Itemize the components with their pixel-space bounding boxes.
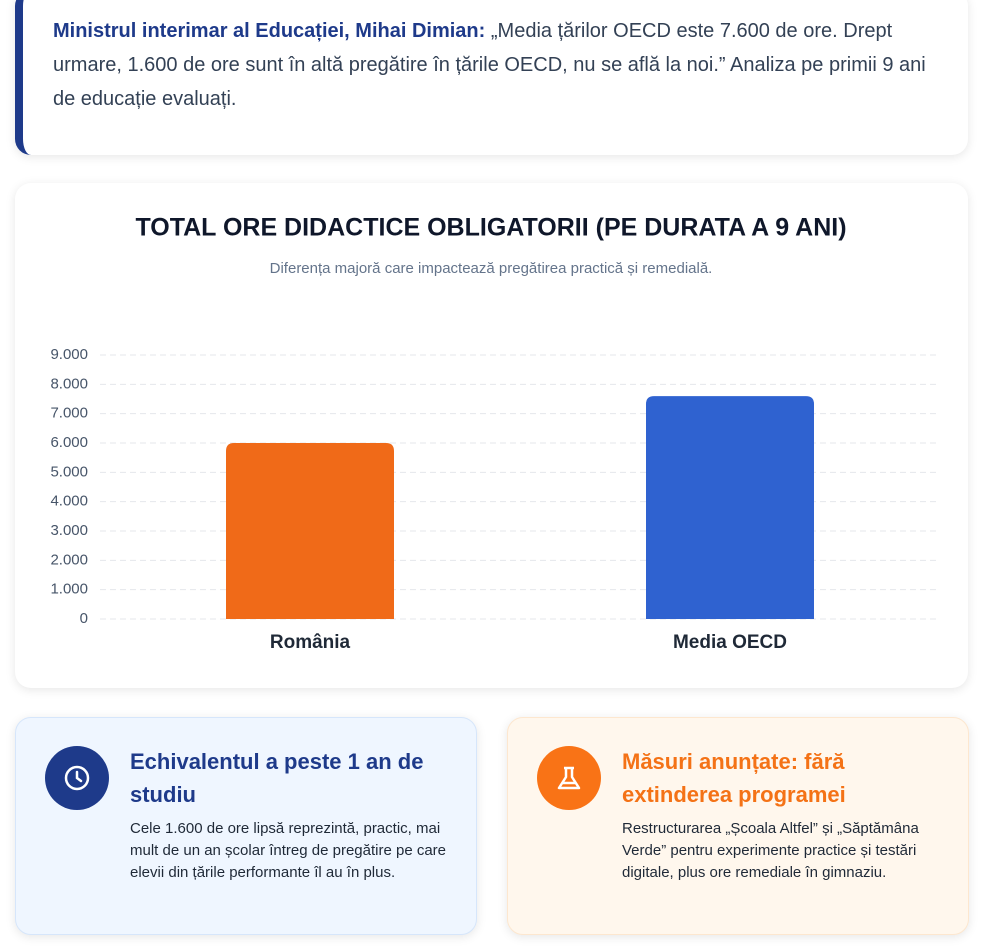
quote-text: „Media țărilor OECD este 7.600 de ore. D…	[53, 20, 926, 110]
chart: TOTAL ORE DIDACTICE OBLIGATORII (PE DURA…	[50, 214, 940, 653]
bar	[226, 443, 394, 619]
y-tick-label: 1.000	[50, 581, 88, 598]
y-tick-label: 3.000	[50, 522, 88, 539]
y-tick-label: 7.000	[50, 405, 88, 422]
x-tick-label: Media OECD	[673, 632, 787, 653]
y-tick-label: 6.000	[50, 434, 88, 451]
bar	[646, 396, 814, 619]
card-text: Cele 1.600 de ore lipsă reprezintă, prac…	[130, 820, 447, 881]
chart-subtitle: Diferența majoră care impactează pregăti…	[270, 260, 713, 277]
card-title: Măsuri anunțate: fără extinderea program…	[622, 749, 846, 807]
flask-icon	[537, 746, 601, 810]
clock-icon	[45, 746, 109, 810]
y-tick-label: 9.000	[50, 346, 88, 363]
card-title: Echivalentul a peste 1 an de studiu	[130, 749, 424, 807]
chart-title: TOTAL ORE DIDACTICE OBLIGATORII (PE DURA…	[135, 214, 846, 242]
info-card: Măsuri anunțate: fără extinderea program…	[507, 717, 969, 935]
y-tick-label: 8.000	[50, 375, 88, 392]
quote-card: Ministrul interimar al Educației, Mihai …	[15, 0, 968, 155]
x-tick-label: România	[270, 632, 351, 653]
info-card: Echivalentul a peste 1 an de studiu Cele…	[15, 717, 477, 935]
y-tick-label: 5.000	[50, 463, 88, 480]
card-text: Restructurarea „Școala Altfel” și „Săptă…	[622, 820, 919, 881]
y-tick-label: 4.000	[50, 493, 88, 510]
y-tick-label: 0	[80, 610, 88, 627]
y-tick-label: 2.000	[50, 551, 88, 568]
chart-card: TOTAL ORE DIDACTICE OBLIGATORII (PE DURA…	[15, 183, 968, 688]
quote-speaker: Ministrul interimar al Educației, Mihai …	[53, 20, 486, 42]
